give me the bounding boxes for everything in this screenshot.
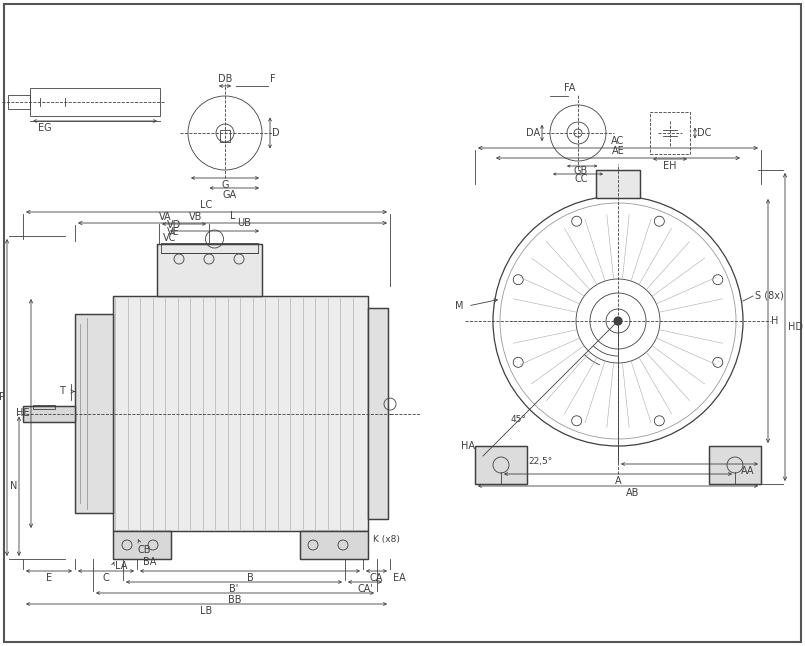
Text: HA: HA xyxy=(461,441,475,451)
Text: LA: LA xyxy=(115,561,127,571)
Text: VC: VC xyxy=(163,233,176,243)
Text: 22,5°: 22,5° xyxy=(528,457,552,466)
Text: DB: DB xyxy=(218,74,232,84)
Bar xyxy=(23,406,75,421)
Text: A: A xyxy=(615,476,621,486)
Text: AC: AC xyxy=(611,136,625,146)
Text: CC: CC xyxy=(574,174,588,184)
Text: G: G xyxy=(221,180,229,190)
Text: UB: UB xyxy=(237,218,251,228)
Text: GB: GB xyxy=(574,166,588,176)
Bar xyxy=(8,95,30,109)
Text: 45°: 45° xyxy=(511,415,527,424)
Text: B: B xyxy=(246,573,254,583)
Bar xyxy=(650,112,690,154)
Bar xyxy=(161,243,258,253)
Text: VA: VA xyxy=(159,212,171,222)
Text: M: M xyxy=(455,301,463,311)
Text: H: H xyxy=(771,316,778,326)
Bar xyxy=(33,404,55,408)
Bar xyxy=(23,406,75,421)
Text: B': B' xyxy=(229,584,238,594)
Bar xyxy=(475,446,527,484)
Bar xyxy=(596,170,640,198)
Bar xyxy=(709,446,761,484)
Circle shape xyxy=(614,317,622,325)
Text: P: P xyxy=(0,393,5,402)
Text: CA': CA' xyxy=(357,584,373,594)
Text: AA: AA xyxy=(741,466,755,476)
Text: S (8x): S (8x) xyxy=(755,291,784,301)
Text: HE: HE xyxy=(15,408,29,419)
Text: T: T xyxy=(59,386,65,397)
Text: FA: FA xyxy=(564,83,575,93)
Bar xyxy=(113,296,368,531)
Text: VB: VB xyxy=(189,212,202,222)
Text: VE: VE xyxy=(167,227,180,237)
Bar xyxy=(157,244,262,296)
Text: VD: VD xyxy=(167,220,181,230)
Text: L: L xyxy=(229,211,235,221)
Text: EG: EG xyxy=(38,123,52,133)
Bar xyxy=(368,308,388,519)
Bar xyxy=(113,531,171,559)
Text: BA: BA xyxy=(143,557,156,567)
Bar xyxy=(30,88,160,116)
Text: CA: CA xyxy=(369,573,383,583)
Bar xyxy=(475,446,527,484)
Bar xyxy=(157,244,262,296)
Bar xyxy=(75,314,113,513)
Text: LB: LB xyxy=(200,606,213,616)
Text: LC: LC xyxy=(200,200,213,210)
Bar xyxy=(368,308,388,519)
Text: HD: HD xyxy=(788,322,803,332)
Bar xyxy=(113,296,368,531)
Bar xyxy=(113,531,171,559)
Bar xyxy=(300,531,368,559)
Bar xyxy=(596,170,640,198)
Text: K (x8): K (x8) xyxy=(373,535,400,544)
Text: N: N xyxy=(10,481,17,491)
Text: EA: EA xyxy=(393,573,406,583)
Text: AB: AB xyxy=(626,488,640,498)
Bar xyxy=(75,314,113,513)
Text: C: C xyxy=(102,573,109,583)
Text: F: F xyxy=(270,74,275,84)
Text: CB: CB xyxy=(137,545,151,555)
Text: GA: GA xyxy=(223,190,237,200)
Text: DA: DA xyxy=(526,128,540,138)
Text: E: E xyxy=(46,573,52,583)
Text: AE: AE xyxy=(612,146,625,156)
Bar xyxy=(300,531,368,559)
Text: EH: EH xyxy=(663,161,677,171)
Bar xyxy=(220,130,230,142)
Text: DC: DC xyxy=(697,128,712,138)
Text: D: D xyxy=(272,128,279,138)
Bar xyxy=(709,446,761,484)
Text: BB: BB xyxy=(229,595,242,605)
